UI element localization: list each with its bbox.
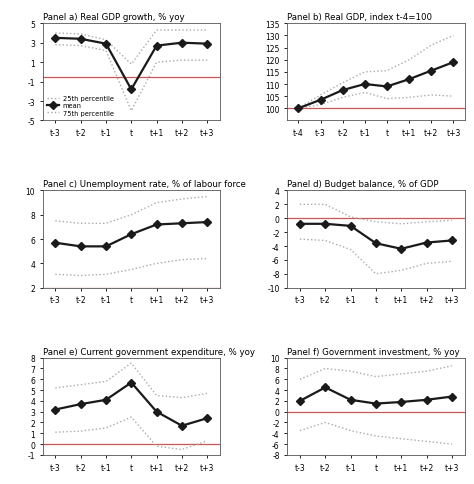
Legend: 25th percentile, mean, 75th percentile: 25th percentile, mean, 75th percentile bbox=[46, 94, 115, 118]
Text: Panel e) Current government expenditure, % yoy: Panel e) Current government expenditure,… bbox=[43, 347, 255, 356]
Text: Panel c) Unemployment rate, % of labour force: Panel c) Unemployment rate, % of labour … bbox=[43, 180, 246, 189]
Text: Panel d) Budget balance, % of GDP: Panel d) Budget balance, % of GDP bbox=[287, 180, 439, 189]
Text: Panel b) Real GDP, index t-4=100: Panel b) Real GDP, index t-4=100 bbox=[287, 13, 432, 22]
Text: Panel a) Real GDP growth, % yoy: Panel a) Real GDP growth, % yoy bbox=[43, 13, 184, 22]
Text: Panel f) Government investment, % yoy: Panel f) Government investment, % yoy bbox=[287, 347, 460, 356]
